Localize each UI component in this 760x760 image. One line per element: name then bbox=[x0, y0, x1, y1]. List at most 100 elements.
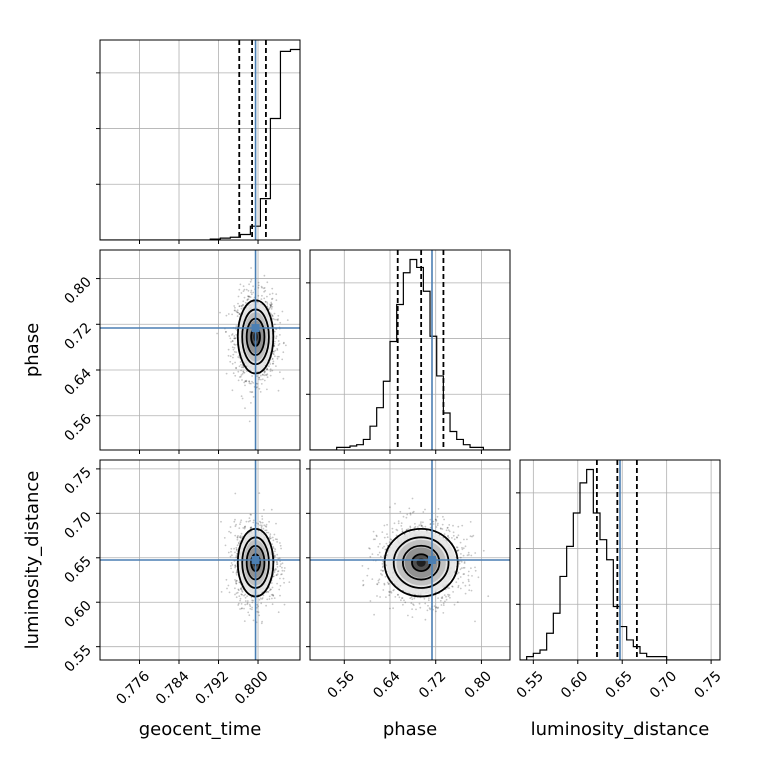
sample-point bbox=[468, 554, 470, 556]
sample-point bbox=[265, 604, 267, 607]
sample-point bbox=[229, 565, 232, 567]
sample-point bbox=[240, 395, 243, 398]
sample-point bbox=[272, 545, 275, 548]
sample-point bbox=[377, 553, 379, 556]
sample-point bbox=[241, 535, 244, 538]
sample-point bbox=[233, 347, 236, 349]
sample-point bbox=[380, 573, 382, 575]
sample-point bbox=[256, 610, 259, 613]
sample-point bbox=[235, 549, 238, 551]
sample-point bbox=[477, 576, 480, 579]
sample-point bbox=[244, 526, 246, 529]
sample-point bbox=[279, 334, 281, 336]
sample-point bbox=[252, 519, 255, 522]
sample-point bbox=[240, 532, 243, 535]
sample-point bbox=[244, 407, 246, 410]
sample-point bbox=[393, 589, 395, 591]
sample-point bbox=[437, 522, 439, 525]
sample-point bbox=[435, 526, 438, 528]
sample-point bbox=[429, 523, 432, 525]
sample-point bbox=[258, 492, 261, 494]
sample-point bbox=[463, 561, 466, 563]
sample-point bbox=[232, 353, 235, 356]
sample-point bbox=[280, 563, 282, 565]
sample-point bbox=[451, 585, 454, 588]
sample-point bbox=[368, 547, 370, 549]
sample-point bbox=[231, 333, 234, 335]
sample-point bbox=[276, 573, 279, 575]
sample-point bbox=[237, 588, 240, 591]
sample-point bbox=[250, 382, 252, 385]
sample-point bbox=[240, 369, 243, 372]
sample-point bbox=[272, 362, 275, 365]
sample-point bbox=[241, 607, 243, 610]
sample-point bbox=[375, 534, 378, 537]
sample-point bbox=[452, 531, 455, 534]
sample-point bbox=[242, 304, 245, 306]
sample-point bbox=[227, 313, 230, 315]
sample-point bbox=[252, 619, 255, 622]
sample-point bbox=[264, 374, 267, 376]
sample-point bbox=[411, 598, 414, 601]
y-tick-label: 0.55 bbox=[61, 642, 94, 675]
sample-point bbox=[269, 533, 272, 536]
sample-point bbox=[265, 523, 268, 526]
sample-point bbox=[448, 594, 451, 596]
sample-point bbox=[271, 287, 274, 290]
sample-point bbox=[236, 536, 239, 539]
hist-panel-phase bbox=[306, 249, 511, 454]
sample-point bbox=[463, 562, 466, 564]
x-tick-label: 0.776 bbox=[113, 668, 153, 708]
sample-point bbox=[237, 302, 239, 305]
sample-point bbox=[429, 518, 432, 521]
sample-point bbox=[384, 548, 387, 551]
sample-point bbox=[244, 301, 247, 304]
sample-point bbox=[459, 576, 462, 578]
sample-point bbox=[220, 520, 222, 523]
sample-point bbox=[247, 295, 250, 298]
sample-point bbox=[270, 537, 272, 540]
sample-point bbox=[229, 531, 232, 534]
sample-point bbox=[383, 583, 386, 586]
sample-point bbox=[441, 528, 444, 530]
sample-point bbox=[442, 515, 444, 518]
sample-point bbox=[236, 538, 239, 541]
sample-point bbox=[241, 304, 244, 306]
x-tick-label: 0.792 bbox=[192, 668, 232, 708]
sample-point bbox=[276, 566, 279, 568]
sample-point bbox=[250, 293, 253, 296]
sample-point bbox=[377, 579, 380, 582]
sample-point bbox=[236, 591, 239, 594]
sample-point bbox=[379, 555, 382, 558]
sample-point bbox=[248, 603, 251, 606]
y-tick-label: 0.80 bbox=[61, 274, 94, 307]
sample-point bbox=[383, 524, 386, 527]
sample-point bbox=[407, 528, 410, 530]
sample-point bbox=[361, 565, 364, 567]
sample-point bbox=[244, 603, 247, 606]
sample-point bbox=[236, 536, 239, 538]
sample-point bbox=[250, 267, 253, 269]
sample-point bbox=[238, 313, 241, 315]
sample-point bbox=[279, 544, 282, 547]
sample-point bbox=[391, 527, 394, 530]
sample-point bbox=[462, 554, 465, 557]
sample-point bbox=[236, 311, 239, 313]
sample-point bbox=[390, 539, 393, 541]
sample-point bbox=[249, 296, 252, 298]
sample-point bbox=[433, 605, 436, 608]
sample-point bbox=[474, 566, 476, 569]
sample-point bbox=[242, 285, 245, 288]
sample-point bbox=[405, 516, 408, 519]
sample-point bbox=[274, 550, 276, 553]
sample-point bbox=[237, 602, 240, 605]
sample-point bbox=[447, 535, 449, 538]
sample-point bbox=[409, 512, 412, 515]
sample-point bbox=[268, 365, 270, 367]
sample-point bbox=[231, 340, 234, 342]
sample-point bbox=[439, 599, 442, 602]
sample-point bbox=[260, 285, 263, 288]
sample-point bbox=[464, 545, 467, 548]
sample-point bbox=[266, 367, 268, 370]
sample-point bbox=[257, 294, 260, 297]
